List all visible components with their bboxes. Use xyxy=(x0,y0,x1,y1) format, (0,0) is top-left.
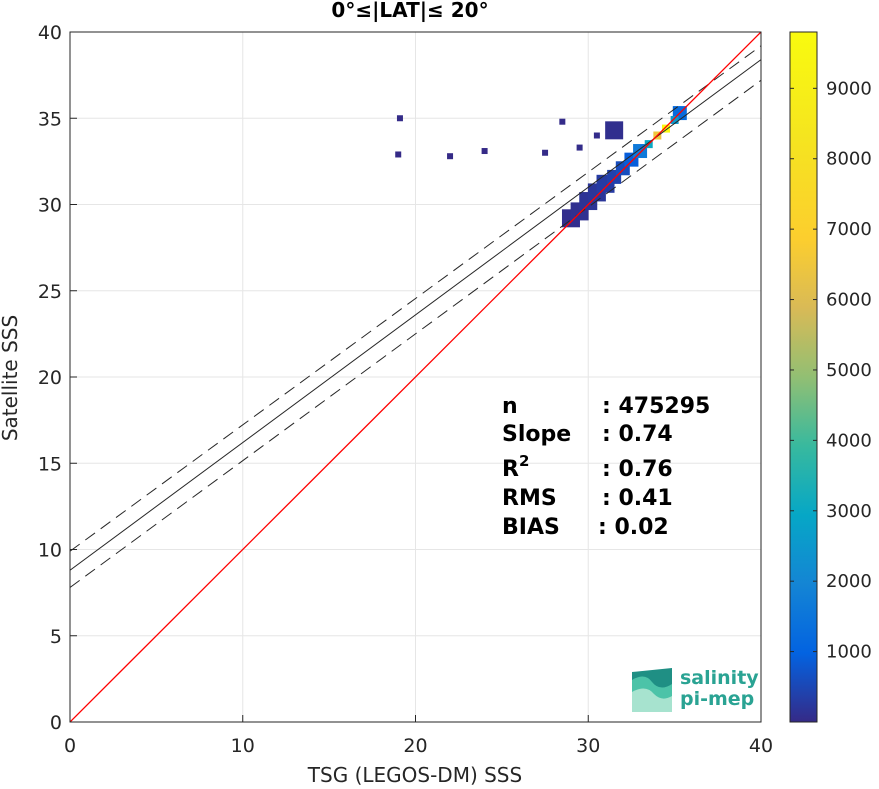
density-heatmap xyxy=(395,106,687,228)
density-cell xyxy=(593,132,600,139)
stats-label-superscript: 2 xyxy=(519,452,529,470)
y-tick-label: 25 xyxy=(38,281,62,303)
colorbar-tick-label: 9000 xyxy=(826,78,872,99)
y-tick-label: 40 xyxy=(38,22,62,44)
stats-value: : 0.76 xyxy=(602,457,673,482)
x-axis-label: TSG (LEGOS-DM) SSS xyxy=(307,763,522,787)
stats-value: : 0.02 xyxy=(598,515,669,540)
fit-line xyxy=(70,59,761,571)
logo-text-salinity: salinity xyxy=(680,667,759,689)
density-cell xyxy=(670,115,679,124)
x-axis-ticks: 0 10 20 30 40 xyxy=(64,715,773,757)
colorbar-tick-label: 3000 xyxy=(826,501,872,522)
logo-waves-icon xyxy=(632,668,672,712)
regression-lines xyxy=(70,32,761,722)
logo-text-pi-mep: pi-mep xyxy=(680,688,754,710)
x-tick-label: 10 xyxy=(231,735,255,757)
colorbar-tick-label: 2000 xyxy=(826,571,872,592)
x-tick-label: 0 xyxy=(64,735,76,757)
density-cell xyxy=(542,149,549,156)
density-cell xyxy=(559,118,566,125)
colorbar-tick-label: 7000 xyxy=(826,219,872,240)
y-axis-label: Satellite SSS xyxy=(0,315,22,441)
y-tick-label: 5 xyxy=(50,626,62,648)
stats-label: n xyxy=(502,394,518,419)
fit-upper-dashed-line xyxy=(70,45,761,552)
stats-label: RMS xyxy=(502,486,557,511)
colorbar-tick-label: 4000 xyxy=(826,430,872,451)
density-cell xyxy=(576,144,583,151)
stats-label: Slope xyxy=(502,422,571,447)
logo: salinity pi-mep xyxy=(632,667,759,712)
density-cell xyxy=(661,124,670,133)
colorbar-ticks: 1000 2000 3000 4000 5000 6000 7000 8000 9000 xyxy=(790,78,872,663)
y-tick-label: 0 xyxy=(50,712,62,734)
y-tick-label: 30 xyxy=(38,195,62,217)
chart-title: 0°≤|LAT|≤ 20° xyxy=(331,0,488,22)
density-cell xyxy=(396,115,403,122)
y-tick-label: 35 xyxy=(38,108,62,130)
stats-value: : 0.41 xyxy=(602,486,673,511)
density-cell xyxy=(605,121,624,140)
density-cell xyxy=(395,151,402,158)
colorbar-tick-label: 6000 xyxy=(826,290,872,311)
density-cell xyxy=(633,144,648,159)
y-tick-label: 10 xyxy=(38,540,62,562)
colorbar xyxy=(789,31,818,723)
reference-one-to-one-line xyxy=(70,32,761,722)
fit-lower-dashed-line xyxy=(70,79,761,588)
x-tick-label: 40 xyxy=(749,735,773,757)
y-axis-ticks: 0 5 10 15 20 25 30 35 40 xyxy=(38,22,77,734)
density-cell xyxy=(447,153,454,160)
y-tick-label: 15 xyxy=(38,453,62,475)
colorbar-tick-label: 8000 xyxy=(826,149,872,170)
y-tick-label: 20 xyxy=(38,367,62,389)
stats-value: : 475295 xyxy=(602,394,710,419)
colorbar-tick-label: 1000 xyxy=(826,642,872,663)
density-cell xyxy=(481,148,488,155)
colorbar-tick-label: 5000 xyxy=(826,360,872,381)
stats-label: BIAS xyxy=(502,515,560,540)
stats-value: : 0.74 xyxy=(602,422,673,447)
x-tick-label: 20 xyxy=(403,735,427,757)
x-tick-label: 30 xyxy=(576,735,600,757)
